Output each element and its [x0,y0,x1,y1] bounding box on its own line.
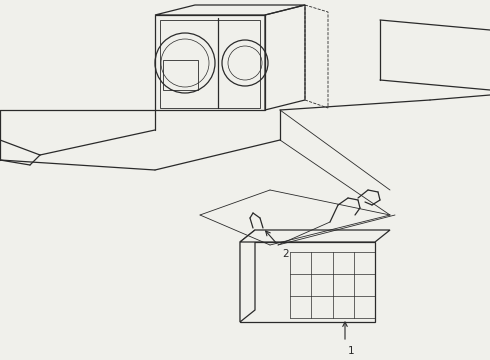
Text: 1: 1 [348,346,355,356]
Polygon shape [240,242,375,322]
Polygon shape [240,230,390,242]
Polygon shape [240,230,255,322]
Bar [163,60,198,90]
Text: 2: 2 [282,249,289,259]
